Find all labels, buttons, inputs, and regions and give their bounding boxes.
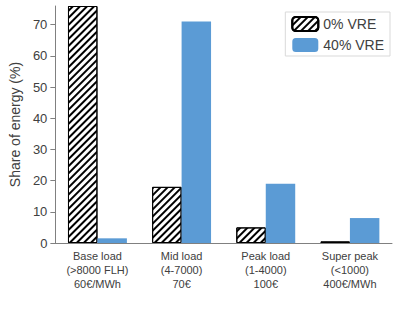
svg-text:(<1000): (<1000) (331, 264, 369, 276)
svg-text:(4-7000): (4-7000) (161, 264, 203, 276)
svg-text:(>8000 FLH): (>8000 FLH) (66, 264, 128, 276)
svg-text:100€: 100€ (254, 278, 278, 290)
svg-text:Share of energy (%): Share of energy (%) (7, 62, 23, 187)
svg-text:(1-4000): (1-4000) (245, 264, 287, 276)
svg-text:40: 40 (33, 111, 47, 126)
svg-text:20: 20 (33, 173, 47, 188)
svg-text:0% VRE: 0% VRE (323, 16, 376, 32)
svg-text:Mid load: Mid load (161, 250, 203, 262)
svg-text:70€: 70€ (172, 278, 190, 290)
svg-text:400€/MWh: 400€/MWh (323, 278, 376, 290)
svg-text:60: 60 (33, 48, 47, 63)
svg-text:60€/MWh: 60€/MWh (74, 278, 121, 290)
svg-text:40% VRE: 40% VRE (323, 37, 384, 53)
svg-text:50: 50 (33, 80, 47, 95)
svg-text:Peak load: Peak load (241, 250, 290, 262)
svg-text:70: 70 (33, 17, 47, 32)
svg-text:30: 30 (33, 142, 47, 157)
svg-text:10: 10 (33, 204, 47, 219)
svg-text:Super peak: Super peak (322, 250, 379, 262)
svg-text:0: 0 (40, 236, 47, 251)
svg-text:Base load: Base load (73, 250, 122, 262)
